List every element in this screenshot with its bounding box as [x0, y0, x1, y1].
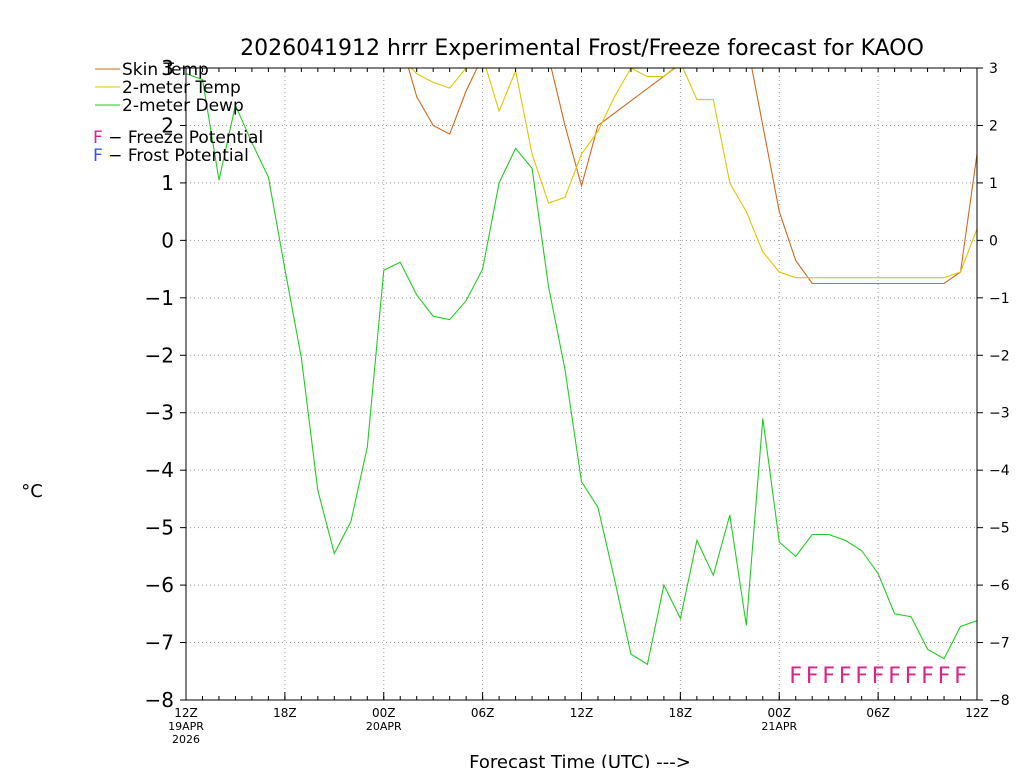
x-tick-date-label: 19APR — [168, 720, 204, 733]
freeze-symbol: F — [93, 128, 103, 148]
legend-label-skin-temp: Skin Temp — [122, 60, 209, 80]
x-tick-label: 06Z — [471, 706, 495, 720]
grid-lines — [186, 68, 977, 700]
chart-title: 2026041912 hrrr Experimental Frost/Freez… — [240, 36, 924, 61]
y-tick-label-left: −3 — [145, 401, 174, 425]
x-tick-label: 06Z — [866, 706, 890, 720]
y-tick-label-left: −2 — [145, 343, 174, 367]
series-line-skin-temp — [407, 68, 977, 285]
axis-ticks: 3 3 2 2 1 1 0 0 −1 −1 −2 −2 −3 −3 −4 −4 −5 −5 −6 −6 −7 −7 −8 −8… — [145, 56, 1010, 746]
y-tick-label-right: −8 — [989, 693, 1010, 709]
y-tick-label-left: 2 — [161, 113, 174, 137]
x-tick-label: 12Z — [570, 706, 594, 720]
y-tick-label-left: −6 — [145, 573, 174, 597]
y-tick-label-right: −7 — [989, 636, 1010, 652]
y-tick-label-left: −4 — [145, 458, 174, 482]
freeze-potential-marker: F — [954, 664, 967, 689]
x-tick-label: 18Z — [669, 706, 693, 720]
y-axis-label: °C — [21, 481, 43, 502]
y-tick-label-right: 2 — [989, 118, 998, 134]
y-tick-label-left: 0 — [161, 228, 174, 252]
y-tick-label-right: 3 — [989, 61, 998, 77]
y-tick-label-right: −2 — [989, 348, 1010, 364]
series-line-2-meter-dewp — [186, 73, 977, 666]
y-tick-label-left: −7 — [145, 631, 174, 655]
x-tick-label: 18Z — [273, 706, 297, 720]
y-tick-label-right: 1 — [989, 176, 998, 192]
series-layer — [186, 68, 977, 666]
y-tick-label-right: −6 — [989, 578, 1010, 594]
freeze-potential-marker: F — [789, 664, 802, 689]
y-tick-label-left: 3 — [161, 56, 174, 80]
freeze-potential-marker: F — [921, 664, 934, 689]
y-tick-label-right: 0 — [989, 233, 998, 249]
y-tick-label-left: 1 — [161, 171, 174, 195]
legend-label-2m-temp: 2-meter Temp — [122, 78, 241, 98]
x-tick-label: 12Z — [965, 706, 989, 720]
legend-label-2m-dewp: 2-meter Dewp — [122, 96, 244, 116]
freeze-potential-marker: F — [855, 664, 868, 689]
x-tick-label: 00Z — [372, 706, 396, 720]
x-tick-date-label: 21APR — [761, 720, 797, 733]
y-tick-label-right: −5 — [989, 521, 1010, 537]
freeze-potential-marker: F — [822, 664, 835, 689]
freeze-potential-marker: F — [888, 664, 901, 689]
x-tick-year-label: 2026 — [172, 733, 200, 746]
y-tick-label-left: −1 — [145, 286, 174, 310]
frost-note-text: − Frost Potential — [103, 146, 249, 166]
x-tick-label: 12Z — [174, 706, 198, 720]
freeze-potential-marker: F — [839, 664, 852, 689]
series-line-2-meter-temp — [410, 68, 977, 279]
freeze-potential-marker: F — [806, 664, 819, 689]
freeze-potential-marker: F — [905, 664, 918, 689]
y-tick-label-right: −3 — [989, 406, 1010, 422]
y-tick-label-right: −1 — [989, 291, 1010, 307]
legend: Skin Temp 2-meter Temp 2-meter Dewp F − … — [93, 60, 263, 166]
y-tick-label-left: −8 — [145, 688, 174, 712]
freeze-note-text: − Freeze Potential — [103, 128, 263, 148]
freeze-potential-marker: F — [872, 664, 885, 689]
x-tick-label: 00Z — [768, 706, 792, 720]
legend-note-freeze: F − Freeze Potential — [93, 128, 263, 148]
frost-symbol: F — [93, 146, 103, 166]
y-tick-label-left: −5 — [145, 516, 174, 540]
y-tick-label-right: −4 — [989, 463, 1010, 479]
x-tick-date-label: 20APR — [366, 720, 402, 733]
freeze-potential-marker: F — [938, 664, 951, 689]
legend-note-frost: F − Frost Potential — [93, 146, 249, 166]
x-axis-label: Forecast Time (UTC) ---> — [469, 752, 691, 768]
